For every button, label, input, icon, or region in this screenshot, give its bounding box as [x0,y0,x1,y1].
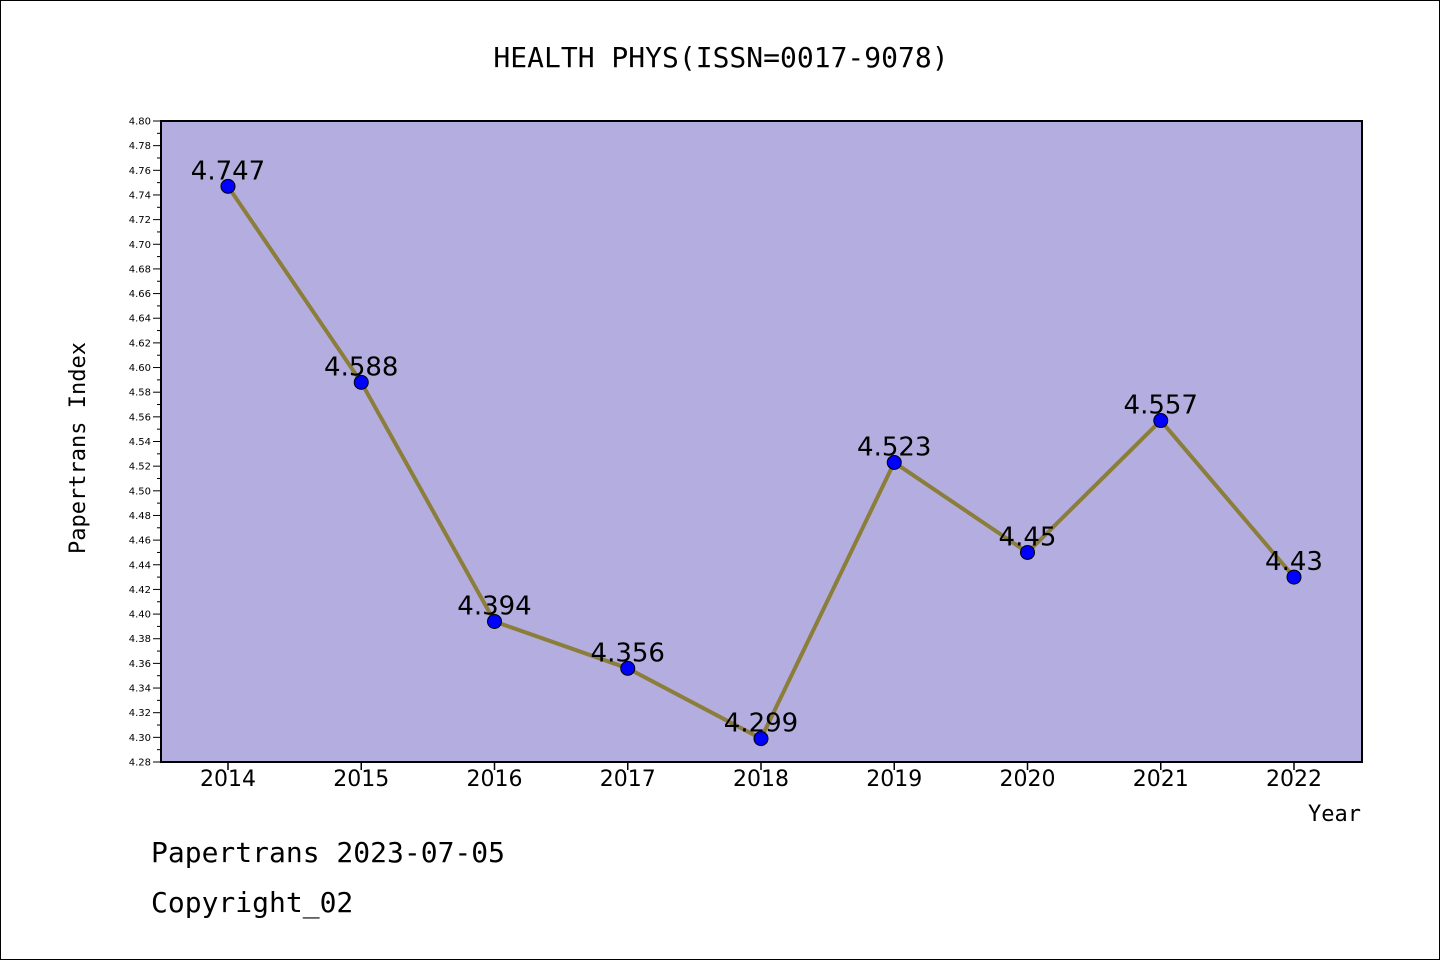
data-point-marker [1153,413,1169,429]
y-tick-label: 4.60 [129,363,151,374]
data-point-marker [620,660,636,676]
y-axis: 4.28 4.30 4.32 4.34 4.36 4.38 4.40 4.42 4.44 4.46… [129,117,161,769]
data-point-marker [886,454,902,470]
data-label: 4.523 [857,432,931,462]
data-label: 4.299 [724,709,798,739]
y-tick-label: 4.74 [129,190,151,201]
marker-group [220,178,1302,747]
footer-copyright-text: Copyright_02 [151,886,354,919]
x-tick-label: 2020 [1000,767,1056,792]
y-tick-label: 4.50 [129,486,151,497]
plot-area [160,120,1363,763]
data-label: 4.557 [1124,391,1198,421]
y-tick-label: 4.28 [129,758,151,769]
x-tick-label: 2015 [333,767,389,792]
x-tick-label: 2018 [733,767,789,792]
data-label: 4.43 [1265,547,1323,577]
data-point-marker [1286,569,1302,585]
y-tick-label: 4.70 [129,240,151,251]
x-axis: 2014 2015 2016 2017 2018 2019 2020 2021 2022 [200,762,1322,792]
y-tick-label: 4.36 [129,659,151,670]
data-point-marker [353,374,369,390]
y-tick-label: 4.56 [129,412,151,423]
x-tick-label: 2021 [1133,767,1189,792]
y-tick-label: 4.52 [129,462,151,473]
y-tick-label: 4.76 [129,166,151,177]
y-tick-label: 4.40 [129,610,151,621]
y-tick-label: 4.64 [129,314,151,325]
data-point-marker [487,613,502,629]
x-tick-label: 2019 [866,767,922,792]
x-tick-label: 2014 [200,767,256,792]
y-tick-label: 4.78 [129,141,151,152]
y-tick-label: 4.44 [129,560,151,571]
x-axis-title: Year [1308,802,1361,827]
y-tick-label: 4.30 [129,733,151,744]
chart-title: HEALTH PHYS(ISSN=0017-9078) [493,41,948,74]
y-tick-label: 4.72 [129,215,151,226]
data-label: 4.747 [191,156,265,186]
data-point-marker [1020,544,1035,560]
y-tick-label: 4.48 [129,511,151,522]
data-label: 4.588 [324,352,398,382]
x-tick-label: 2017 [600,767,656,792]
y-tick-label: 4.38 [129,634,151,645]
data-label: 4.45 [999,522,1057,552]
y-axis-title: Papertrans Index [66,342,91,554]
y-tick-label: 4.54 [129,437,151,448]
y-tick-label: 4.80 [129,117,151,128]
y-tick-label: 4.32 [129,708,151,719]
data-label-group: 4.747 4.588 4.394 4.356 4.299 4.523 4.45 4.557 4… [191,156,1323,738]
x-tick-label: 2016 [467,767,523,792]
y-tick-label: 4.66 [129,289,151,300]
y-tick-label: 4.34 [129,684,151,695]
data-label: 4.394 [457,591,531,621]
data-label: 4.356 [591,638,665,668]
data-point-marker [753,731,769,747]
y-tick-label: 4.62 [129,338,151,349]
y-tick-label: 4.46 [129,536,151,547]
x-tick-label: 2022 [1266,767,1322,792]
y-tick-label: 4.42 [129,585,151,596]
footer-date-text: Papertrans 2023-07-05 [151,836,506,869]
data-point-marker [220,178,236,194]
y-tick-label: 4.68 [129,264,151,275]
y-tick-label: 4.58 [129,388,151,399]
